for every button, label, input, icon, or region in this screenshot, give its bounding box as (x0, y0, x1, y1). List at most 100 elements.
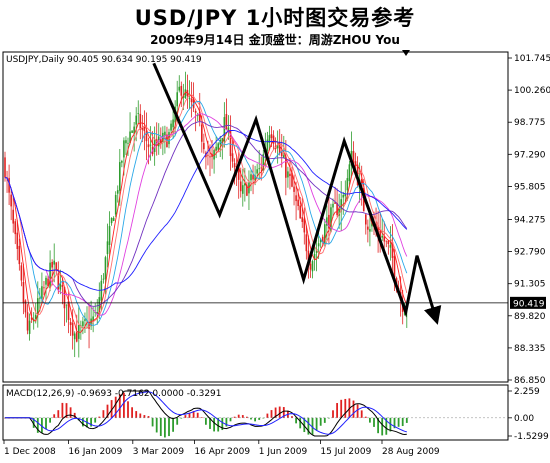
candle-body (207, 154, 209, 156)
macd-histogram-bar (61, 402, 64, 418)
macd-histogram-bar (213, 417, 215, 432)
candle-body (301, 217, 304, 222)
candle-body (129, 131, 131, 144)
candle-body (258, 168, 260, 170)
candle-body (324, 224, 326, 244)
macd-histogram-bar (278, 406, 281, 418)
candle-body (340, 199, 342, 212)
candle-body (110, 217, 113, 224)
moving-average-line (4, 113, 408, 316)
macd-histogram-bar (172, 417, 174, 432)
candle-body (147, 144, 150, 148)
macd-histogram-bar (336, 403, 338, 418)
candle-body (98, 297, 101, 312)
candle-body (20, 265, 23, 281)
zigzag-pattern-layer (152, 62, 442, 325)
macd-histogram-bar (131, 407, 133, 418)
candle-body (164, 131, 166, 136)
candle-body (198, 111, 201, 121)
candle-body (381, 235, 383, 238)
candle-body (299, 205, 301, 219)
candle-body (276, 145, 279, 149)
candle-body (71, 322, 74, 336)
moving-averages-layer (4, 91, 408, 333)
candle-body (114, 194, 117, 215)
candle-body (283, 155, 285, 158)
macd-histogram-bar (323, 417, 326, 423)
macd-histogram-bar (127, 401, 129, 418)
macd-histogram-bar (352, 400, 355, 418)
candle-body (229, 130, 232, 157)
candle-body (346, 178, 349, 191)
macd-histogram-bar (205, 417, 207, 425)
macd-histogram-bar (291, 416, 293, 418)
candle-body (24, 300, 27, 313)
candle-body (160, 138, 162, 145)
candle-body (39, 297, 41, 299)
candle-body (309, 263, 312, 270)
macd-histogram-bar (328, 417, 330, 419)
candle-body (293, 186, 295, 192)
candle-body (250, 174, 252, 181)
macd-histogram-bar (118, 394, 121, 418)
candle-body (297, 199, 299, 207)
x-tick-label: 28 Aug 2009 (382, 447, 440, 457)
candle-body (393, 255, 396, 278)
macd-histogram-bar (200, 417, 203, 418)
candle-body (313, 253, 316, 261)
candle-body (37, 298, 39, 316)
macd-histogram-bar (340, 399, 343, 418)
macd-histogram-bar (258, 417, 261, 420)
candle-body (41, 286, 43, 299)
macd-histogram-bar (65, 403, 68, 418)
candle-body (285, 156, 287, 178)
candle-body (272, 135, 275, 144)
candle-body (209, 156, 211, 158)
macd-histogram-bar (164, 417, 166, 438)
candle-body (344, 193, 347, 197)
candle-body (16, 232, 19, 249)
candle-body (227, 127, 230, 132)
candle-body (127, 142, 129, 144)
candle-body (4, 157, 6, 178)
candle-body (295, 195, 297, 202)
candle-body (233, 163, 236, 168)
candle-body (82, 321, 84, 327)
candle-body (305, 234, 308, 252)
candle-body (307, 250, 310, 263)
last-price-marker (510, 296, 546, 309)
candle-body (104, 257, 107, 280)
candle-body (172, 119, 174, 128)
macd-histogram-bar (110, 400, 113, 418)
candle-body (112, 217, 115, 221)
candle-body (22, 282, 25, 304)
candle-body (14, 221, 17, 235)
candle-body (377, 225, 379, 235)
macd-histogram-bar (184, 415, 187, 418)
macd-histogram-bar (209, 417, 211, 429)
candle-body (116, 190, 119, 194)
candle-body (385, 240, 388, 242)
macd-histogram-bar (295, 417, 297, 424)
candle-body (84, 319, 86, 321)
y-tick-label: 89.820 (514, 312, 546, 322)
zigzag-forecast-line (152, 62, 442, 325)
candle-body (311, 261, 314, 272)
macd-histogram-bar (282, 407, 285, 418)
candle-body (266, 139, 269, 151)
candle-body (254, 175, 256, 181)
candle-body (303, 218, 306, 233)
price-panel-frame (2, 51, 509, 383)
candle-body (387, 240, 390, 244)
candle-body (352, 151, 355, 164)
candle-body (354, 161, 357, 166)
candle-body (108, 226, 111, 245)
y-tick-label: 100.260 (514, 86, 550, 96)
macd-histogram-bar (356, 404, 359, 418)
candle-body (332, 203, 334, 208)
macd-histogram-bar (106, 404, 109, 418)
candle-body (12, 209, 14, 224)
macd-histogram-bar (307, 417, 310, 435)
candle-body (180, 85, 183, 96)
